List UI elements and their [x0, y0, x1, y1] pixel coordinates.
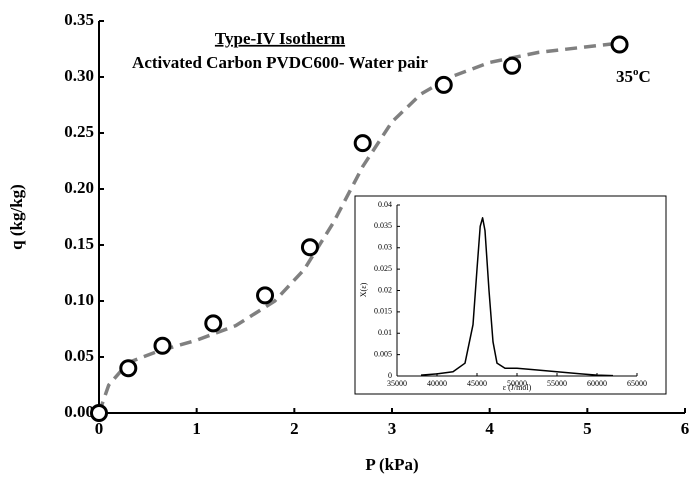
x-tick-label: 6 — [681, 419, 690, 438]
annotation-part: C — [639, 67, 651, 86]
y-tick-label: 0.025 — [374, 264, 392, 273]
x-tick-label: 40000 — [427, 379, 447, 388]
x-tick-label: 65000 — [627, 379, 647, 388]
y-axis-label: X(ε) — [359, 282, 368, 297]
x-tick-label: 60000 — [587, 379, 607, 388]
chart-title: Type-IV Isotherm — [215, 29, 345, 48]
x-axis-label: P (kPa) — [365, 455, 418, 474]
annotation: 35oC — [616, 66, 651, 86]
inset-frame — [354, 195, 667, 395]
x-tick-label: 55000 — [547, 379, 567, 388]
y-tick-label: 0.30 — [64, 66, 94, 85]
chart-subtitle: Activated Carbon PVDC600- Water pair — [132, 53, 428, 72]
data-point — [153, 336, 172, 355]
y-axis-label: q (kg/kg) — [7, 184, 26, 250]
x-tick-label: 0 — [95, 419, 104, 438]
x-tick-label: 2 — [290, 419, 299, 438]
x-tick-label: 1 — [192, 419, 201, 438]
y-tick-label: 0.15 — [64, 234, 94, 253]
y-tick-label: 0.005 — [374, 349, 392, 358]
fitted-line — [420, 217, 614, 377]
y-tick-label: 0.00 — [64, 402, 94, 421]
y-tick-label: 0.015 — [374, 307, 392, 316]
y-tick-label: 0.04 — [378, 200, 392, 209]
x-tick-label: 4 — [485, 419, 494, 438]
y-tick-label: 0.03 — [378, 243, 392, 252]
data-point — [300, 238, 319, 257]
x-tick-label: 3 — [388, 419, 397, 438]
y-tick-label: 0.10 — [64, 290, 94, 309]
fitted-line — [97, 40, 627, 414]
data-point — [434, 75, 453, 94]
x-axis-label: ε (J/mol) — [503, 383, 532, 392]
y-tick-label: 0.05 — [64, 346, 94, 365]
y-tick-label: 0.01 — [378, 328, 392, 337]
x-tick-label: 50000 — [507, 379, 527, 388]
y-tick-label: 0 — [388, 371, 392, 380]
data-point — [90, 404, 108, 422]
y-tick-label: 0.02 — [378, 285, 392, 294]
data-point — [119, 359, 138, 378]
y-tick-label: 0.25 — [64, 122, 94, 141]
y-tick-label: 0.20 — [64, 178, 94, 197]
x-tick-label: 35000 — [387, 379, 407, 388]
data-point — [256, 286, 275, 305]
data-point — [204, 314, 223, 333]
y-tick-label: 0.035 — [374, 221, 392, 230]
x-tick-label: 5 — [583, 419, 592, 438]
annotation-part: o — [633, 66, 639, 78]
annotation-part: 35 — [616, 67, 633, 86]
data-point — [353, 134, 372, 153]
y-tick-label: 0.35 — [64, 10, 94, 29]
main-chart: Type-IV Isotherm Activated Carbon PVDC60… — [7, 10, 689, 474]
inset-chart: ε (J/mol) X(ε) 0 0.005 0.01 0.015 0.02 0.025 0… — [359, 200, 647, 392]
x-tick-label: 45000 — [467, 379, 487, 388]
data-point — [503, 56, 522, 75]
data-point — [610, 35, 629, 54]
